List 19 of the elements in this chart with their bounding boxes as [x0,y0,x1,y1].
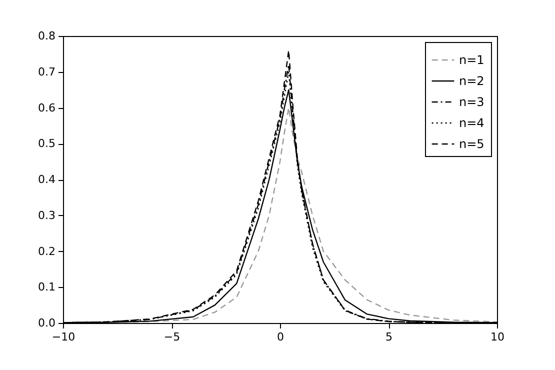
x-tick-label: −5 [164,330,180,344]
y-tick-label: 0.4 [38,173,56,186]
y-tick-label: 0.7 [38,65,56,78]
legend-label: n=2 [459,74,484,88]
legend-label: n=1 [459,53,484,67]
y-tick-label: 0.3 [38,208,56,222]
y-tick-label: 0.5 [38,137,56,150]
legend-label: n=3 [459,95,484,109]
legend-label: n=5 [459,137,484,151]
legend-label: n=4 [459,116,484,130]
y-tick-label: 0.8 [38,30,56,42]
y-tick-label: 0.1 [38,280,56,294]
x-tick-label: 5 [386,330,392,344]
y-tick-label: 0.0 [38,316,56,330]
y-tick-label: 0.2 [38,244,56,258]
x-tick-label: 10 [490,330,504,344]
y-tick-label: 0.6 [38,101,56,114]
x-tick-label: 0 [277,330,284,344]
x-tick-label: −10 [52,330,76,344]
